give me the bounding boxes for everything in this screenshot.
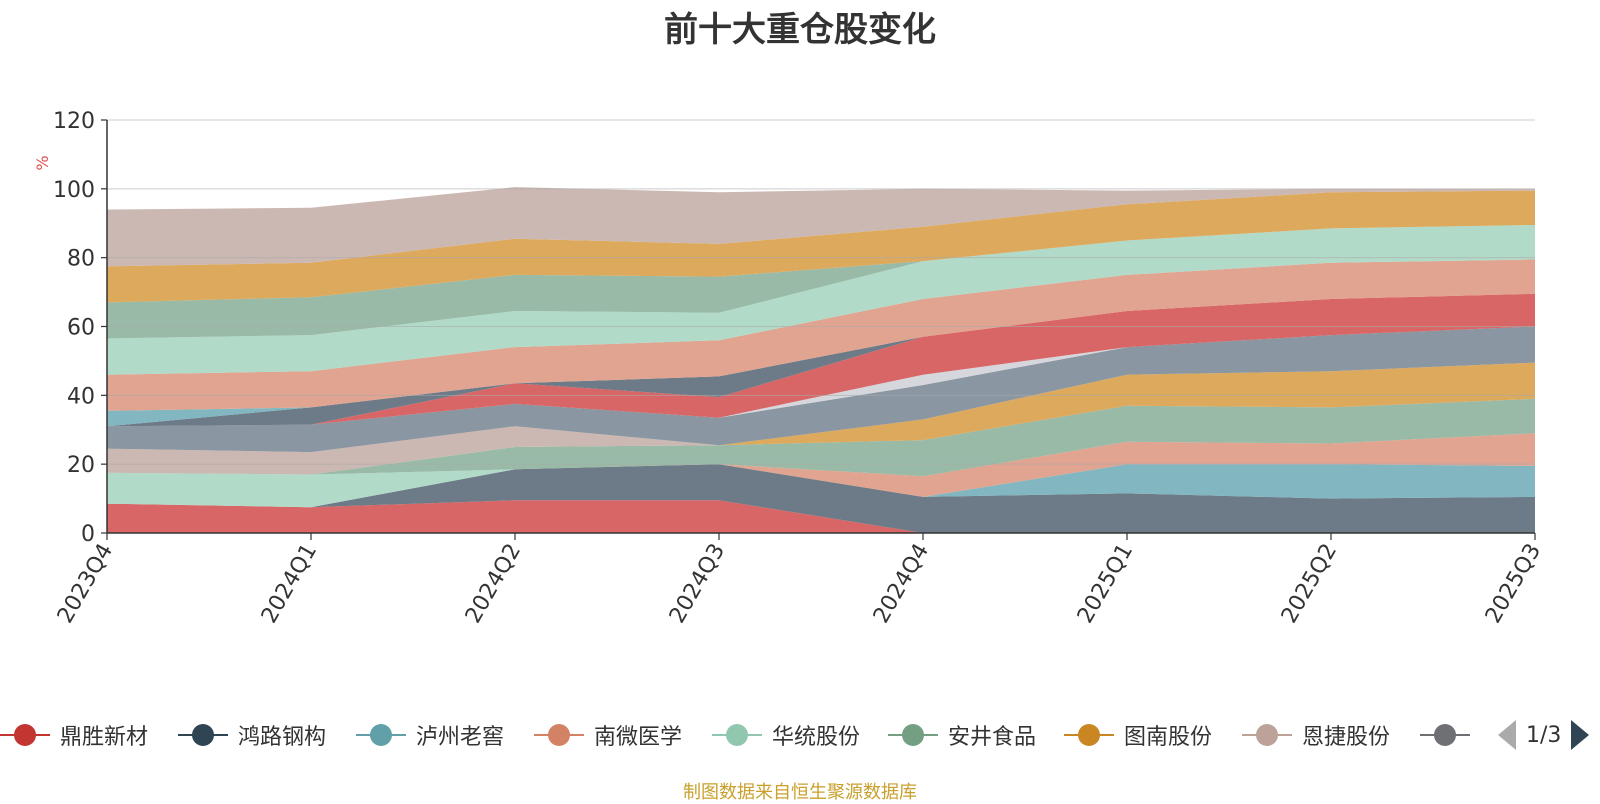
legend-marker-icon [888, 715, 938, 755]
legend: 鼎胜新材 鸿路钢构 泸州老窖 南微医学 华统股份 安井食品 图南股份 恩捷股份 i 1/3 [0, 715, 1600, 755]
series-area-1 [107, 500, 1535, 533]
legend-label: 鸿路钢构 [238, 725, 327, 750]
series-area-6 [107, 398, 1535, 477]
legend-marker-icon [1420, 715, 1470, 755]
x-tick-label: 2024Q2 [461, 540, 526, 628]
series-area-2 [107, 464, 1535, 533]
legend-label: 南微医学 [594, 725, 683, 750]
grid-lines [107, 119, 1535, 465]
series-area-9 [107, 326, 1535, 453]
series-area-12 [107, 293, 1535, 427]
y-tick-label: 100 [53, 178, 95, 203]
legend-marker-icon [178, 715, 228, 755]
y-tick-label: 60 [67, 316, 95, 341]
legend-item[interactable]: 泸州老窖 [356, 715, 504, 755]
legend-label: 安井食品 [948, 725, 1037, 750]
series-area-16 [107, 225, 1535, 339]
series-area-18 [107, 187, 1535, 267]
x-tick-label: 2024Q1 [257, 540, 322, 628]
legend-item[interactable]: 鼎胜新材 [0, 715, 148, 755]
legend-items: 鼎胜新材 鸿路钢构 泸州老窖 南微医学 华统股份 安井食品 图南股份 恩捷股份 i [0, 715, 1475, 755]
area-chart: 0 20 40 60 80 100 120 2023Q4 2024Q1 2024Q2 2024Q3 2… [33, 109, 1546, 628]
pager-text: 1/3 [1526, 722, 1562, 748]
legend-marker-icon [712, 715, 762, 755]
legend-label: 泸州老窖 [416, 725, 505, 750]
pager-prev-icon[interactable] [1498, 720, 1516, 750]
x-tick-label: 2025Q3 [1481, 540, 1546, 628]
series-area-3 [107, 464, 1535, 508]
pager-next-icon[interactable] [1571, 720, 1590, 750]
legend-marker-icon [1242, 715, 1292, 755]
legend-item[interactable]: i [1420, 715, 1475, 755]
series-area-5 [107, 433, 1535, 508]
legend-label: 图南股份 [1124, 725, 1213, 750]
legend-label: 华统股份 [772, 725, 861, 750]
legend-pager: 1/3 [1498, 717, 1590, 753]
legend-label: 鼎胜新材 [60, 725, 149, 750]
series-area-17 [107, 190, 1535, 303]
y-tick-label: 40 [67, 384, 95, 409]
legend-item[interactable]: 图南股份 [1064, 715, 1212, 755]
y-tick-label: 80 [67, 247, 95, 272]
x-tick-label: 2024Q3 [665, 540, 730, 628]
series-areas [107, 187, 1535, 533]
series-area-14 [107, 259, 1535, 411]
legend-item[interactable]: 鸿路钢构 [178, 715, 326, 755]
y-tick-label: 0 [81, 522, 95, 547]
legend-marker-icon [0, 715, 50, 755]
series-area-13 [107, 293, 1535, 427]
series-area-8 [107, 362, 1535, 475]
legend-marker-icon [356, 715, 406, 755]
series-area-15 [107, 225, 1535, 375]
y-axis-unit: % [33, 155, 52, 170]
x-tick-label: 2023Q4 [53, 540, 118, 628]
legend-item[interactable]: 恩捷股份 [1242, 715, 1390, 755]
x-tick-label: 2025Q2 [1277, 540, 1342, 628]
y-tick-label: 20 [67, 453, 95, 478]
x-tick-label: 2024Q4 [869, 540, 934, 628]
legend-marker-icon [1064, 715, 1114, 755]
legend-item[interactable]: 华统股份 [712, 715, 860, 755]
legend-item[interactable]: 南微医学 [534, 715, 682, 755]
legend-label: 恩捷股份 [1302, 725, 1391, 750]
legend-marker-icon [534, 715, 584, 755]
y-tick-label: 120 [53, 109, 95, 134]
source-note: 制图数据来自恒生聚源数据库 [683, 782, 917, 803]
legend-item[interactable]: 安井食品 [888, 715, 1036, 755]
series-area-7 [107, 362, 1535, 475]
x-tick-label: 2025Q1 [1073, 540, 1138, 628]
chart-title: 前十大重仓股变化 [664, 10, 936, 50]
